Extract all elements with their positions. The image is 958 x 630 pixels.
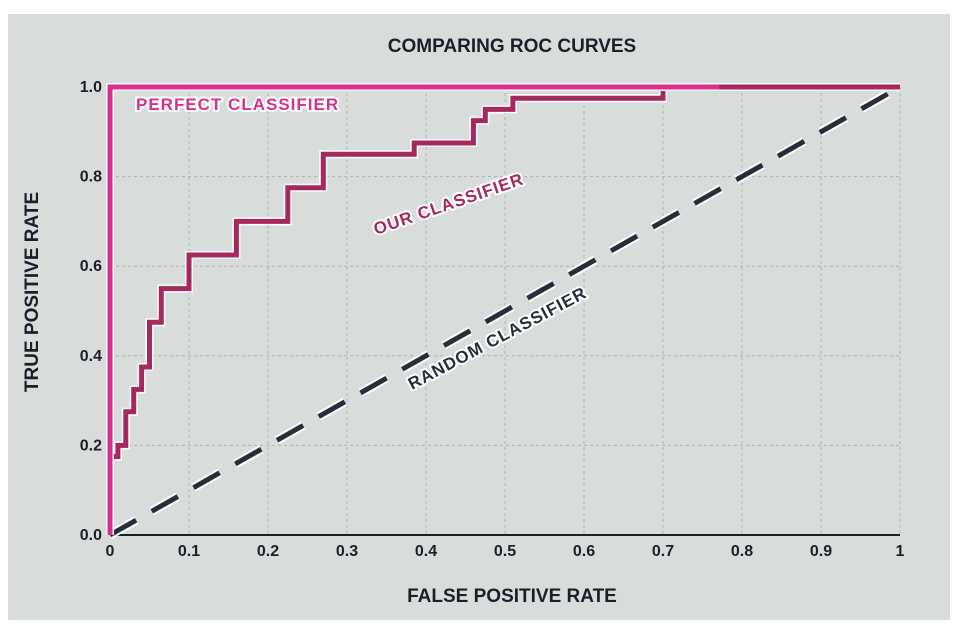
y-tick-label: 0.4 — [80, 348, 102, 365]
our-classifier-line — [107, 84, 900, 535]
random-classifier-line — [108, 84, 902, 538]
grid — [110, 86, 901, 535]
chart-title: COMPARING ROC CURVES — [388, 36, 636, 57]
x-tick-label: 0.6 — [573, 543, 595, 560]
x-tick-label: 0.1 — [178, 543, 200, 560]
x-tick-label: 0.4 — [415, 543, 437, 560]
y-tick-label: 0.6 — [80, 258, 102, 275]
series — [106, 83, 903, 539]
y-tick-label: 0.8 — [80, 169, 102, 186]
y-axis-label: TRUE POSITIVE RATE — [22, 192, 43, 392]
perfect-classifier-label: PERFECT CLASSIFIER — [136, 95, 339, 114]
perfect-classifier-line — [107, 84, 719, 535]
x-tick-label: 1 — [896, 543, 905, 560]
x-axis-label: FALSE POSITIVE RATE — [407, 586, 617, 607]
x-tick-label: 0 — [106, 543, 115, 560]
x-tick-label: 0.9 — [810, 543, 832, 560]
x-tick-label: 0.8 — [731, 543, 753, 560]
y-tick-label: 0.2 — [80, 437, 102, 454]
x-tick-label: 0.5 — [494, 543, 516, 560]
x-tick-label: 0.3 — [336, 543, 358, 560]
x-tick-label: 0.7 — [652, 543, 674, 560]
x-tick-label: 0.2 — [257, 543, 279, 560]
y-tick-label: 1.0 — [80, 79, 102, 96]
y-tick-label: 0.0 — [80, 527, 102, 544]
